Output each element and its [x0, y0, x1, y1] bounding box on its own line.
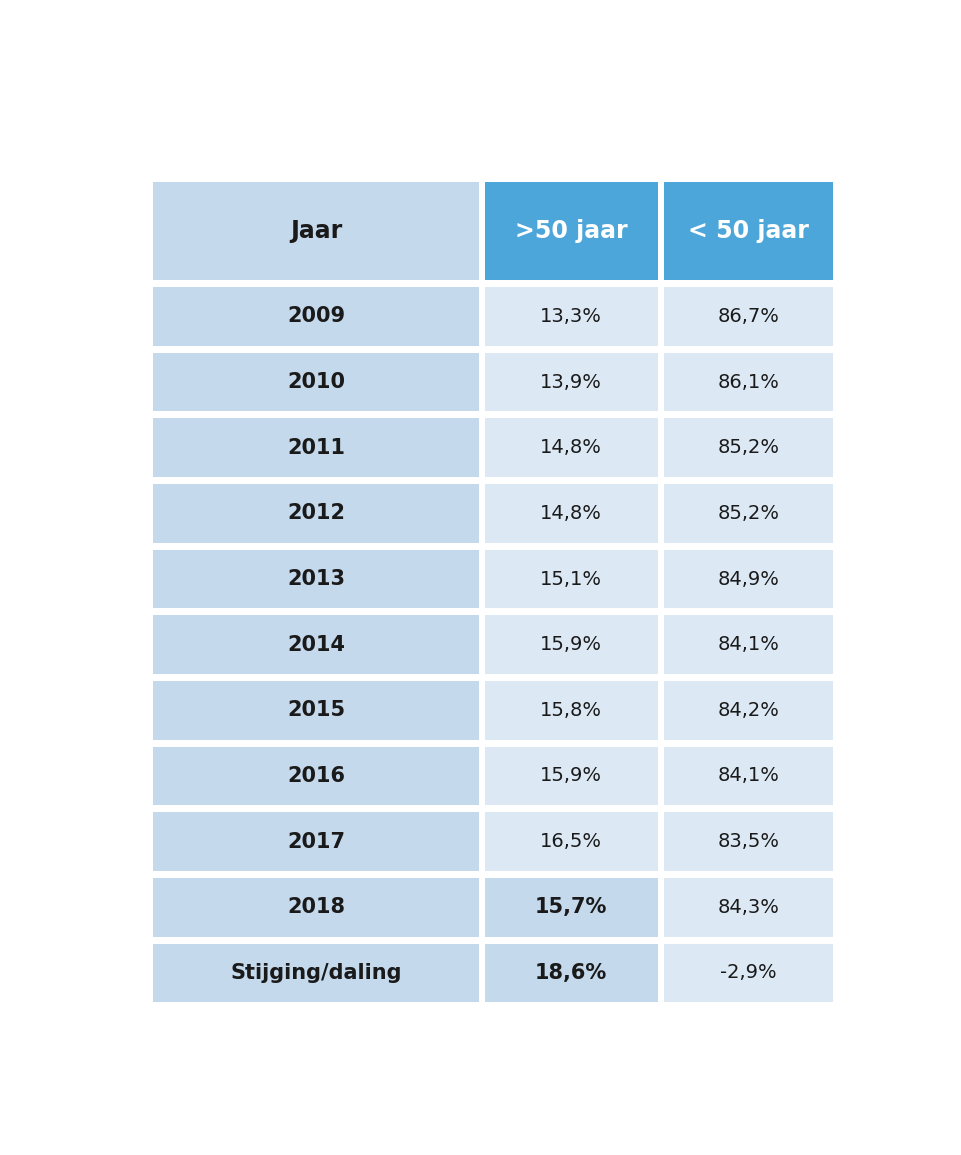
- Bar: [153, 681, 479, 739]
- Text: 2018: 2018: [286, 897, 345, 917]
- Bar: [663, 484, 832, 543]
- Text: 2017: 2017: [286, 832, 345, 851]
- Text: Jaar: Jaar: [289, 219, 342, 244]
- Bar: [484, 746, 657, 805]
- Bar: [663, 550, 832, 609]
- Text: Stijging/daling: Stijging/daling: [230, 963, 402, 983]
- Bar: [484, 812, 657, 871]
- Text: 18,6%: 18,6%: [534, 963, 606, 983]
- Bar: [153, 746, 479, 805]
- Bar: [484, 288, 657, 345]
- Bar: [663, 944, 832, 1003]
- Text: -2,9%: -2,9%: [720, 963, 776, 983]
- Bar: [484, 616, 657, 675]
- Text: 2009: 2009: [286, 306, 345, 327]
- Text: 2013: 2013: [286, 569, 345, 589]
- Bar: [663, 352, 832, 411]
- Text: 15,1%: 15,1%: [540, 569, 602, 589]
- Bar: [484, 944, 657, 1003]
- Bar: [153, 812, 479, 871]
- Text: 85,2%: 85,2%: [717, 438, 778, 457]
- Text: 83,5%: 83,5%: [717, 832, 778, 851]
- Text: 84,9%: 84,9%: [717, 569, 778, 589]
- Bar: [663, 812, 832, 871]
- Text: 2012: 2012: [286, 504, 345, 523]
- Text: < 50 jaar: < 50 jaar: [687, 219, 808, 244]
- Bar: [663, 288, 832, 345]
- Bar: [484, 681, 657, 739]
- Text: 2014: 2014: [286, 635, 345, 655]
- Text: >50 jaar: >50 jaar: [514, 219, 627, 244]
- Bar: [663, 681, 832, 739]
- Text: 15,8%: 15,8%: [540, 701, 602, 720]
- Bar: [663, 418, 832, 477]
- Bar: [153, 484, 479, 543]
- Bar: [663, 616, 832, 675]
- Bar: [153, 352, 479, 411]
- Text: 16,5%: 16,5%: [540, 832, 602, 851]
- Bar: [484, 550, 657, 609]
- Text: 86,7%: 86,7%: [717, 307, 778, 326]
- Bar: [153, 418, 479, 477]
- Bar: [484, 352, 657, 411]
- Text: 84,1%: 84,1%: [717, 635, 778, 654]
- Text: 2010: 2010: [286, 372, 345, 392]
- Bar: [153, 616, 479, 675]
- Bar: [153, 878, 479, 937]
- Bar: [484, 484, 657, 543]
- Text: 85,2%: 85,2%: [717, 504, 778, 523]
- Bar: [153, 944, 479, 1003]
- Text: 14,8%: 14,8%: [540, 438, 602, 457]
- Text: 15,9%: 15,9%: [540, 635, 602, 654]
- Bar: [153, 550, 479, 609]
- Bar: [663, 182, 832, 281]
- Bar: [153, 288, 479, 345]
- Text: 84,1%: 84,1%: [717, 767, 778, 785]
- Text: 84,2%: 84,2%: [717, 701, 778, 720]
- Text: 15,9%: 15,9%: [540, 767, 602, 785]
- Text: 2011: 2011: [286, 438, 345, 457]
- Text: 13,3%: 13,3%: [540, 307, 602, 326]
- Bar: [484, 418, 657, 477]
- Text: 15,7%: 15,7%: [534, 897, 606, 917]
- Text: 2015: 2015: [286, 700, 345, 721]
- Bar: [484, 182, 657, 281]
- Text: 13,9%: 13,9%: [540, 373, 602, 392]
- Bar: [153, 182, 479, 281]
- Bar: [663, 878, 832, 937]
- Text: 86,1%: 86,1%: [717, 373, 778, 392]
- Bar: [484, 878, 657, 937]
- Text: 14,8%: 14,8%: [540, 504, 602, 523]
- Text: 2016: 2016: [286, 766, 345, 785]
- Bar: [663, 746, 832, 805]
- Text: 84,3%: 84,3%: [717, 897, 778, 917]
